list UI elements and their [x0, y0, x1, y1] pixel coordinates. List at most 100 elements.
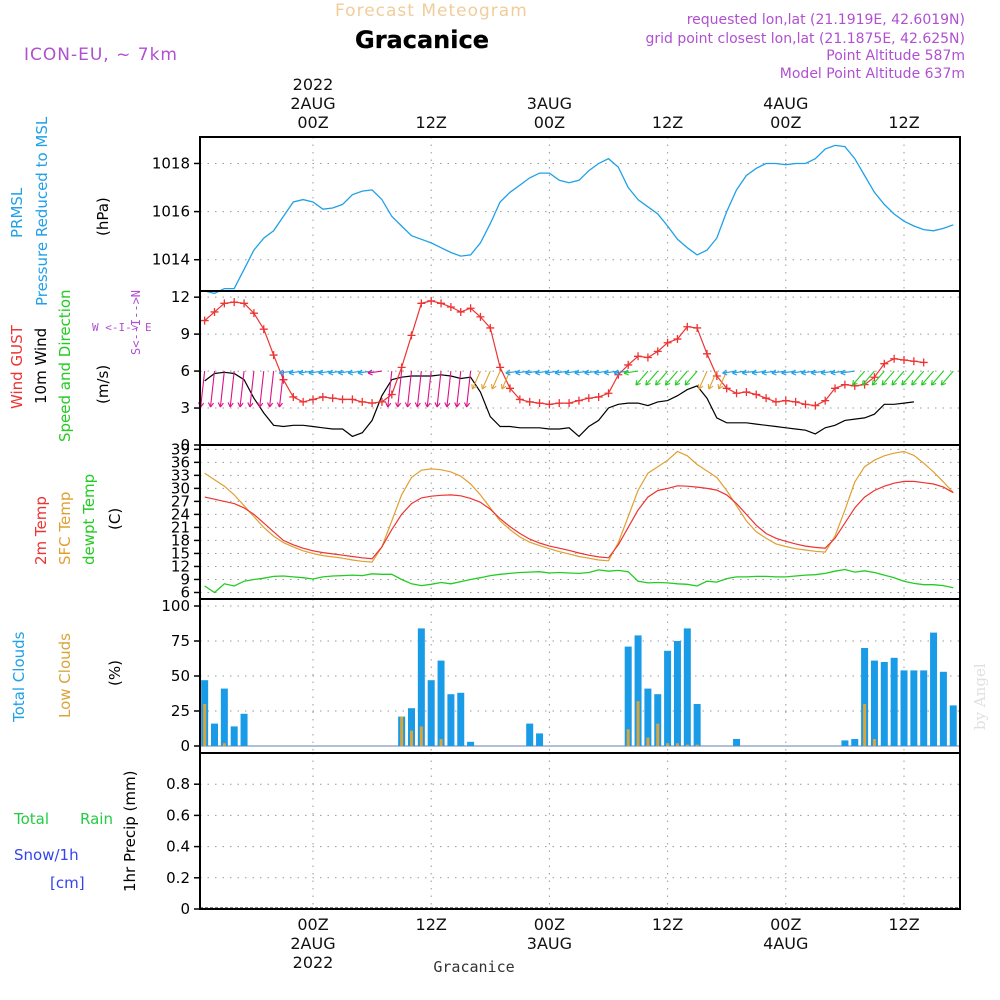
wind-arrow-head	[574, 369, 580, 376]
compass-we: W <-I-> E	[92, 321, 152, 334]
wind-arrow-head	[500, 384, 507, 390]
wind-arrow-head	[338, 369, 344, 376]
dewpt-temp-label: dewpt Temp	[80, 474, 98, 565]
wind-arrow-head	[664, 380, 671, 386]
y-tick-label: 25	[171, 702, 190, 720]
wind-arrow-head	[697, 384, 704, 390]
gust-marker	[771, 397, 780, 406]
low-cloud-bar	[863, 704, 867, 746]
wind-arrow	[259, 371, 265, 408]
low-cloud-bar	[675, 743, 679, 746]
low-cloud-bar	[626, 729, 630, 746]
wind-arrow-head	[911, 380, 917, 386]
y-tick-label: 1018	[152, 154, 190, 172]
dewpoint-line	[204, 568, 954, 594]
wind-arrow	[901, 370, 915, 386]
gust-marker	[427, 296, 436, 305]
low-cloud-bar	[410, 730, 413, 746]
y-tick-label: 0.4	[166, 838, 190, 856]
y-tick-label: 18	[171, 531, 190, 549]
bottom-time-label: 00Z	[297, 915, 328, 934]
wind-arrow	[397, 371, 403, 408]
wind-arrow	[367, 370, 383, 374]
low-clouds-label: Low Clouds	[56, 633, 74, 718]
forecast-meteogram-title: Forecast Meteogram	[335, 1, 528, 21]
top-time-label: 00Z	[534, 113, 565, 132]
gust-marker	[919, 358, 928, 367]
gust-marker	[368, 399, 377, 408]
gridpoint-coords: grid point closest lon,lat (21.1875E, 42…	[645, 31, 965, 47]
total-cloud-bar	[851, 739, 859, 746]
wind-arrow-head	[247, 402, 254, 408]
gust-marker	[220, 299, 229, 308]
wind-arrow-head	[515, 369, 521, 376]
y-tick-label: 0.8	[166, 775, 190, 793]
cm-unit-label: [cm]	[50, 874, 85, 892]
total-cloud-bar	[880, 662, 888, 746]
wind-arrow-head	[861, 380, 868, 386]
gust-marker	[890, 354, 899, 363]
wind-arrow	[387, 371, 393, 408]
wind-arrow	[471, 370, 481, 390]
gust-marker	[840, 380, 849, 389]
wind-arrow-head	[554, 369, 560, 376]
wind-arrow	[249, 371, 255, 408]
wind-arrow-head	[490, 384, 497, 390]
wind-arrow	[446, 371, 452, 408]
total-cloud-bar	[427, 680, 435, 746]
wind-arrow-head	[655, 380, 661, 386]
wind-arrow-head	[881, 380, 888, 386]
total-cloud-bar	[230, 726, 238, 746]
wind-arrow-head	[227, 402, 234, 408]
total-cloud-bar	[733, 739, 741, 746]
gust-marker	[249, 309, 258, 318]
wind-arrow-head	[308, 369, 314, 376]
gust-marker	[781, 396, 790, 405]
bottom-time-label: 12Z	[416, 915, 447, 934]
bottom-time-label: 2AUG	[290, 934, 335, 953]
total-cloud-bar	[220, 688, 228, 746]
total-cloud-bar	[939, 671, 947, 746]
total-cloud-bar	[693, 704, 701, 746]
total-cloud-bar	[890, 657, 898, 746]
temp-2m-line	[204, 480, 954, 560]
top-time-label: 12Z	[416, 113, 447, 132]
wind-arrow	[684, 370, 698, 386]
gust-marker	[653, 347, 662, 356]
wind-arrow-head	[424, 402, 431, 408]
gust-marker	[525, 397, 534, 406]
bottom-time-label: 00Z	[770, 915, 801, 934]
wind-arrow	[229, 371, 235, 408]
total-cloud-bar	[910, 670, 918, 746]
wind-arrow	[940, 370, 954, 386]
gust-marker	[496, 363, 505, 372]
wind-arrow-head	[604, 369, 610, 376]
gust-marker	[909, 357, 918, 366]
gust-marker	[535, 399, 544, 408]
gust-marker	[318, 392, 327, 401]
gust-marker	[200, 316, 209, 325]
wind-arrow	[466, 371, 472, 408]
wind-arrow-head	[613, 369, 620, 376]
wind-arrow	[891, 370, 905, 386]
wind-arrow	[708, 370, 718, 390]
bottom-time-label: 12Z	[888, 915, 919, 934]
wind-arrow-head	[318, 369, 324, 376]
bottom-time-label: 12Z	[652, 915, 683, 934]
top-time-label: 00Z	[770, 113, 801, 132]
total-cloud-bar	[900, 670, 908, 746]
station-title: Gracanice	[355, 26, 489, 54]
snow-label: Snow/1h	[14, 846, 79, 864]
low-cloud-bar	[203, 704, 207, 746]
wind-arrow-head	[454, 402, 461, 408]
wind-arrow-head	[464, 402, 471, 408]
gust-marker	[683, 322, 692, 331]
wind-arrow-head	[801, 369, 807, 376]
wind-arrow-head	[645, 380, 651, 386]
sfc-temp-line	[204, 450, 954, 563]
low-cloud-bar	[439, 739, 443, 746]
wind-arrow	[840, 370, 855, 374]
gust-marker	[673, 335, 682, 344]
low-cloud-bar	[400, 716, 404, 746]
